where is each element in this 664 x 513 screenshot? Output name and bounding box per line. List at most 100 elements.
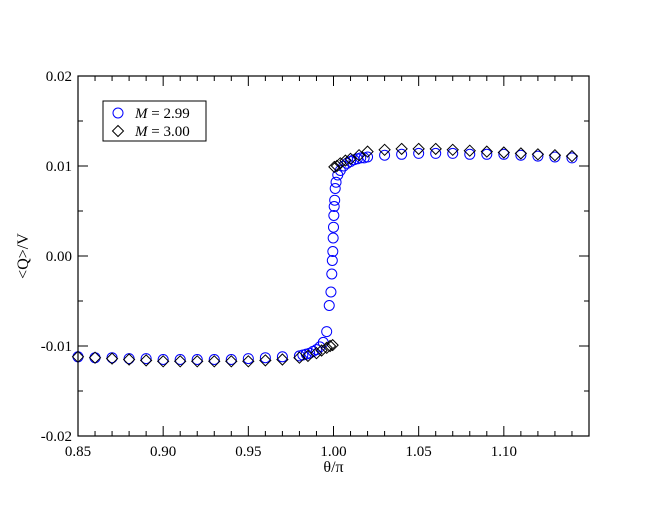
- data-point-circle: [157, 354, 169, 365]
- data-point-circle: [481, 148, 493, 160]
- data-point-diamond: [328, 160, 341, 174]
- data-point-circle: [430, 147, 442, 159]
- data-point-diamond: [225, 355, 238, 368]
- data-point-circle: [396, 148, 408, 160]
- legend-label-m299: M = 2.99: [134, 106, 190, 122]
- data-point-diamond: [139, 354, 153, 367]
- data-point-diamond: [259, 354, 272, 367]
- data-point-circle: [566, 152, 578, 164]
- data-point-diamond: [88, 351, 102, 364]
- data-point-diamond: [122, 353, 136, 366]
- legend-variable: M: [134, 106, 149, 122]
- data-point-circle: [327, 246, 339, 257]
- data-point-circle: [325, 286, 337, 298]
- data-point-circle: [174, 354, 186, 365]
- data-point-diamond: [315, 344, 328, 357]
- data-point-diamond: [565, 149, 579, 163]
- y-tick-label: -0.01: [41, 339, 72, 355]
- data-point-diamond: [156, 355, 170, 368]
- x-tick-label: 0.95: [235, 444, 261, 460]
- data-point-diamond: [310, 346, 323, 360]
- data-point-diamond: [548, 148, 562, 162]
- legend-marker-diamond: [111, 124, 125, 138]
- legend-value: = 2.99: [151, 106, 189, 122]
- data-point-circle: [329, 183, 341, 194]
- legend-label-m300: M = 3.00: [134, 124, 190, 140]
- data-point-circle: [208, 354, 220, 365]
- series-diamond: [71, 142, 579, 368]
- legend-variable: M: [134, 124, 149, 140]
- data-point-diamond: [480, 145, 494, 158]
- data-point-circle: [379, 149, 391, 161]
- y-tick-label: 0.00: [46, 249, 72, 265]
- data-point-diamond: [276, 353, 289, 366]
- data-point-circle: [329, 194, 341, 206]
- data-point-circle: [225, 354, 237, 365]
- data-point-circle: [549, 151, 561, 163]
- data-point-circle: [532, 150, 544, 162]
- data-point-circle: [259, 352, 271, 364]
- data-point-diamond: [330, 159, 344, 173]
- data-point-circle: [310, 344, 322, 356]
- data-point-circle: [276, 351, 288, 363]
- data-point-circle: [323, 300, 335, 311]
- data-point-circle: [300, 348, 312, 360]
- data-point-circle: [328, 210, 340, 221]
- y-tick-label: 0.02: [46, 69, 72, 85]
- data-point-circle: [447, 147, 459, 159]
- data-point-diamond: [412, 142, 425, 156]
- data-point-diamond: [326, 338, 339, 352]
- axis-ticks: 0.85 0.90 0.95 1.00 1.05 1.10 -0.02 -0.01 0.00 0.…: [41, 69, 589, 460]
- x-tick-label: 1.05: [406, 444, 432, 460]
- data-point-diamond: [514, 147, 528, 160]
- legend-marker-circle: [112, 107, 124, 119]
- data-point-circle: [330, 176, 342, 188]
- x-tick-label: 1.10: [491, 444, 517, 460]
- data-point-diamond: [395, 142, 408, 156]
- data-point-diamond: [334, 157, 347, 170]
- data-point-circle: [191, 354, 203, 365]
- series-circle: [72, 147, 578, 365]
- x-axis-label: θ/π: [323, 459, 343, 476]
- data-point-diamond: [242, 355, 255, 368]
- data-point-diamond: [531, 148, 545, 161]
- data-point-diamond: [323, 339, 337, 353]
- data-point-diamond: [71, 350, 85, 364]
- legend: M = 2.99 M = 3.00: [102, 100, 207, 142]
- data-point-diamond: [320, 341, 333, 355]
- data-point-circle: [326, 268, 338, 280]
- data-point-diamond: [173, 355, 187, 368]
- x-tick-label: 0.85: [65, 444, 91, 460]
- data-point-circle: [327, 232, 339, 244]
- data-point-circle: [328, 221, 339, 233]
- data-point-circle: [413, 147, 425, 159]
- y-tick-label: 0.01: [46, 159, 72, 175]
- legend-value: = 3.00: [151, 124, 189, 140]
- data-point-diamond: [446, 143, 459, 157]
- data-point-circle: [89, 352, 101, 364]
- data-point-diamond: [105, 352, 119, 365]
- data-point-circle: [140, 353, 152, 365]
- data-point-diamond: [429, 142, 442, 156]
- data-point-diamond: [344, 152, 357, 166]
- x-tick-label: 1.00: [320, 444, 346, 460]
- data-point-diamond: [497, 146, 511, 159]
- data-point-diamond: [339, 154, 352, 167]
- data-point-circle: [328, 201, 340, 212]
- data-series: [71, 142, 579, 368]
- data-point-circle: [498, 148, 510, 160]
- data-point-diamond: [208, 355, 221, 368]
- data-point-circle: [464, 148, 476, 160]
- data-point-circle: [242, 353, 254, 365]
- x-tick-label: 0.90: [150, 444, 176, 460]
- data-point-diamond: [463, 144, 476, 157]
- data-point-circle: [515, 149, 527, 161]
- data-point-diamond: [352, 148, 366, 162]
- data-point-circle: [321, 326, 333, 338]
- data-point-diamond: [191, 355, 204, 368]
- data-point-diamond: [378, 143, 391, 157]
- data-point-circle: [326, 255, 338, 266]
- y-tick-label: -0.02: [41, 429, 72, 445]
- y-axis-label: <Q>/V: [15, 233, 32, 279]
